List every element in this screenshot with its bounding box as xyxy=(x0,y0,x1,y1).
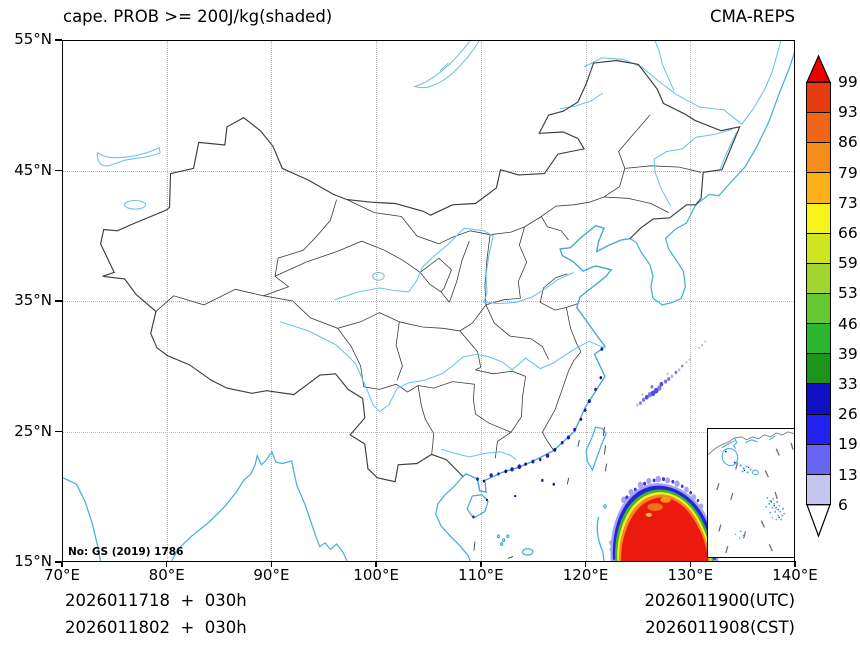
colorbar-tick-label: 39 xyxy=(838,344,858,363)
y-tick-mark xyxy=(55,430,62,433)
colorbar-band xyxy=(807,142,830,173)
gridline-horizontal xyxy=(63,431,794,433)
x-tick-label: 130°E xyxy=(667,566,714,584)
colorbar-tick-label: 66 xyxy=(838,224,858,242)
colorbar-tick-label: 99 xyxy=(838,73,858,91)
init-time-cst: 2026011802 + 030h xyxy=(65,618,247,637)
colorbar-band xyxy=(807,83,830,113)
y-tick-label: 15°N xyxy=(14,552,52,570)
colorbar-tick-label: 6 xyxy=(838,495,848,514)
colorbar-over-arrow xyxy=(806,54,831,83)
colorbar-band xyxy=(807,292,830,324)
x-tick-mark xyxy=(794,560,796,567)
river-layer xyxy=(280,129,736,492)
colorbar-band xyxy=(807,262,830,293)
x-tick-label: 110°E xyxy=(458,566,504,584)
y-tick-mark xyxy=(55,561,62,563)
x-tick-mark xyxy=(375,560,377,567)
y-tick-label: 55°N xyxy=(14,30,52,48)
y-tick-mark xyxy=(55,39,62,41)
gridline-horizontal xyxy=(63,170,794,172)
colorbar-tick-label: 73 xyxy=(838,193,858,212)
map-canvas: No: GS (2019) 1786 xyxy=(62,40,795,562)
init-time-utc: 2026011718 + 030h xyxy=(65,591,247,610)
colorbar-band xyxy=(807,232,830,263)
model-label: CMA-REPS xyxy=(710,7,795,26)
coastal-probability-speckles xyxy=(472,347,604,519)
x-tick-mark xyxy=(270,560,273,567)
y-tick-label: 45°N xyxy=(14,160,52,179)
colorbar-tick-label: 59 xyxy=(838,254,858,273)
colorbar-band xyxy=(807,323,830,354)
x-tick-mark xyxy=(165,560,168,567)
colorbar-tick-label: 13 xyxy=(838,465,858,484)
y-tick-label: 25°N xyxy=(14,421,52,440)
colorbar-tick-label: 26 xyxy=(838,405,858,424)
y-tick-label: 35°N xyxy=(14,291,52,309)
x-tick-label: 100°E xyxy=(353,566,399,584)
colorbar-tick-label: 93 xyxy=(838,103,858,122)
colorbar-tick-label: 19 xyxy=(838,435,858,454)
colorbar-band xyxy=(807,413,830,444)
colorbar-band xyxy=(807,353,830,384)
x-tick-mark xyxy=(61,560,63,567)
x-tick-label: 120°E xyxy=(562,566,609,584)
x-tick-label: 140°E xyxy=(772,566,818,584)
high-probability-core xyxy=(609,476,717,561)
x-tick-label: 80°E xyxy=(148,566,185,584)
y-tick-mark xyxy=(55,169,62,172)
valid-time-utc: 2026011900(UTC) xyxy=(644,591,795,610)
x-tick-mark xyxy=(584,560,587,567)
colorbar-band xyxy=(807,443,830,474)
colorbar-tick-label: 53 xyxy=(838,284,858,303)
inset-map xyxy=(708,431,794,554)
china-map xyxy=(63,41,794,561)
colorbar xyxy=(806,82,831,505)
gridline-horizontal xyxy=(63,301,794,302)
colorbar-band xyxy=(807,112,830,143)
colorbar-band xyxy=(807,172,830,203)
x-tick-mark xyxy=(689,560,692,567)
coastline-layer xyxy=(63,41,794,561)
colorbar-tick-label: 33 xyxy=(838,375,858,393)
license-note: No: GS (2019) 1786 xyxy=(68,546,184,558)
x-tick-mark xyxy=(480,560,482,567)
colorbar-tick-label: 86 xyxy=(838,133,858,152)
colorbar-band xyxy=(807,383,830,414)
colorbar-band xyxy=(807,473,830,504)
plot-title: cape. PROB >= 200J/kg(shaded) xyxy=(63,7,333,26)
colorbar-band xyxy=(807,202,830,233)
y-tick-mark xyxy=(55,300,62,302)
south-china-sea-inset xyxy=(707,428,794,558)
x-tick-label: 90°E xyxy=(253,566,290,584)
valid-time-cst: 2026011908(CST) xyxy=(645,618,795,637)
ryukyu-probability-speckles xyxy=(636,340,707,407)
x-tick-label: 70°E xyxy=(43,566,81,584)
colorbar-extend-arrows xyxy=(806,54,831,538)
colorbar-tick-label: 46 xyxy=(838,314,858,333)
colorbar-under-arrow xyxy=(806,504,831,538)
colorbar-tick-label: 79 xyxy=(838,163,858,182)
